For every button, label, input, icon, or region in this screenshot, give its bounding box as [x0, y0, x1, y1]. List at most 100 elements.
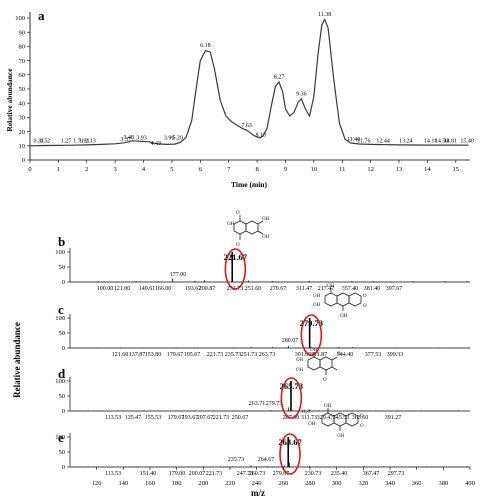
- ms-peak-label: 121.60: [112, 352, 129, 358]
- x-tick-label: 12: [367, 166, 374, 173]
- ms-peak-label: 263.71: [249, 401, 266, 407]
- ms-peak-label: 251.73: [241, 352, 258, 358]
- peak-label: 14.50: [435, 138, 449, 144]
- peak-label: 6.18: [200, 43, 211, 49]
- ms-peak-label: 363.60: [352, 415, 369, 421]
- x-tick-label: 2: [85, 166, 88, 173]
- ms-x-tick-label: 400: [465, 480, 475, 487]
- ms-peak-label: 179.67: [167, 352, 184, 358]
- panel-label-e: e: [58, 430, 64, 445]
- panel-label-c: c: [58, 302, 64, 317]
- ms-peak-label: 301.60: [295, 352, 312, 358]
- peak-label: 7.63: [241, 123, 252, 129]
- ms-peak-label: 297.73: [388, 471, 405, 477]
- ms-peak-label: 135.47: [125, 415, 142, 421]
- svg-text:O: O: [363, 304, 367, 309]
- ms-peak-label: 263.73: [259, 352, 276, 358]
- ms-y-tick-label: 100: [55, 378, 65, 385]
- svg-text:OH: OH: [296, 368, 304, 373]
- peak-label: 11.38: [318, 12, 331, 18]
- panel-label-d: d: [58, 366, 66, 381]
- ms-peak-label: 311.87: [311, 352, 327, 358]
- ms-x-tick-label: 260: [278, 480, 288, 487]
- svg-text:O: O: [236, 211, 240, 216]
- structure-drawing-e: H₃C OH OH OH O O: [302, 404, 364, 439]
- peak-label: 5.20: [172, 136, 183, 142]
- ms-peak-label: 264.67: [258, 457, 275, 463]
- y-tick-label: 70: [19, 58, 26, 65]
- ms-peak-label: 329.47: [317, 415, 334, 421]
- svg-text:O: O: [323, 378, 327, 383]
- peak-label: 9.36: [296, 92, 307, 98]
- svg-text:OH: OH: [308, 422, 316, 427]
- ms-peak-label: 193.67: [185, 286, 202, 292]
- ms-peak-label: 166.00: [155, 286, 172, 292]
- peak-label: 1.27: [61, 138, 72, 144]
- chromatogram-x-axis-label: Time (min): [231, 180, 267, 189]
- svg-text:H₃C: H₃C: [302, 410, 311, 415]
- ms-x-axis-label: m/z: [251, 488, 265, 498]
- ms-y-tick-label: 50: [59, 449, 66, 456]
- ms-x-tick-label: 180: [172, 480, 182, 487]
- ms-peak-label: 260.73: [249, 471, 266, 477]
- ms-x-tick-label: 240: [252, 480, 262, 487]
- peak-label: 1.71: [73, 138, 84, 144]
- ms-peak-label: 344.40: [337, 352, 354, 358]
- ms-peak-label: 311.47: [296, 286, 312, 292]
- ms-peak-label: 179.67: [168, 415, 185, 421]
- ms-y-tick-label: 50: [59, 393, 66, 400]
- ms-peak-label: 391.27: [385, 415, 402, 421]
- ms-peak-label: 235.40: [331, 471, 348, 477]
- ms-peak-label: 200.07: [189, 471, 206, 477]
- peak-label: 8.27: [274, 74, 285, 80]
- ms-peak-label: 151.40: [140, 471, 157, 477]
- chromatogram-panel: a Relative abundance Time (min) 01020304…: [5, 8, 474, 189]
- chromatogram-y-axis-label: Relative abundance: [5, 68, 14, 132]
- x-tick-label: 4: [142, 166, 146, 173]
- peak-label: 14.11: [424, 138, 437, 144]
- y-tick-label: 0: [22, 157, 25, 164]
- peak-label: 2.13: [85, 138, 96, 144]
- x-tick-label: 11: [339, 166, 345, 173]
- svg-text:OH: OH: [327, 284, 335, 289]
- ms-y-tick-label: 0: [62, 408, 65, 415]
- peak-label: 14.81: [444, 138, 458, 144]
- chromatogram-peak-labels: 0.310.52 1.27 1.711.912.13 3.373.48 3.93 4.43…: [34, 12, 474, 147]
- ms-y-tick-label: 100: [55, 315, 65, 322]
- ms-base-peak-label: 265.73: [280, 381, 303, 391]
- svg-text:O: O: [363, 294, 367, 299]
- ms-y-tick-label: 50: [59, 330, 66, 337]
- svg-text:OH: OH: [296, 358, 304, 363]
- panel-label-b: b: [58, 234, 65, 249]
- peak-label: 3.90: [164, 136, 175, 142]
- ms-peak-label: 397.67: [386, 286, 403, 292]
- chromatogram-x-ticks: 0 1 2 3 4 5 6 7 8 9 10 11 12 13 14 15: [28, 160, 459, 173]
- peak-label: 3.48: [124, 135, 135, 141]
- ms-x-tick-label: 120: [92, 480, 102, 487]
- ms-panel-d: d OH OH OH O O 100 50 0 113.53 135.47 155.53 1…: [55, 348, 470, 421]
- ms-peak-label: 279.67: [273, 471, 290, 477]
- peak-label: 3.93: [136, 136, 147, 142]
- ms-base-peak-label: 279.73: [300, 318, 323, 328]
- svg-text:OH: OH: [262, 217, 270, 222]
- ms-peak-label: 247.73: [237, 471, 254, 477]
- chromatogram-trace: [29, 17, 469, 147]
- highlight-circle: [280, 377, 303, 419]
- highlight-circle: [300, 314, 323, 356]
- x-tick-label: 15: [453, 166, 460, 173]
- ms-x-tick-label: 300: [332, 480, 342, 487]
- peak-label: 3.37: [120, 137, 131, 143]
- peak-label: 15.40: [460, 138, 474, 144]
- ms-x-tick-label: 140: [118, 480, 128, 487]
- ms-peak-label: 381.40: [364, 286, 381, 292]
- ms-peak-label: 251.60: [245, 286, 262, 292]
- ms-peak-label: 221.73: [207, 352, 224, 358]
- svg-text:OH: OH: [337, 434, 345, 439]
- ms-y-tick-label: 100: [55, 434, 65, 441]
- ms-peak-label: 193.67: [182, 415, 199, 421]
- ms-peak-label: 195.67: [184, 352, 201, 358]
- x-tick-label: 7: [227, 166, 231, 173]
- ms-peak-label: 200.87: [199, 286, 216, 292]
